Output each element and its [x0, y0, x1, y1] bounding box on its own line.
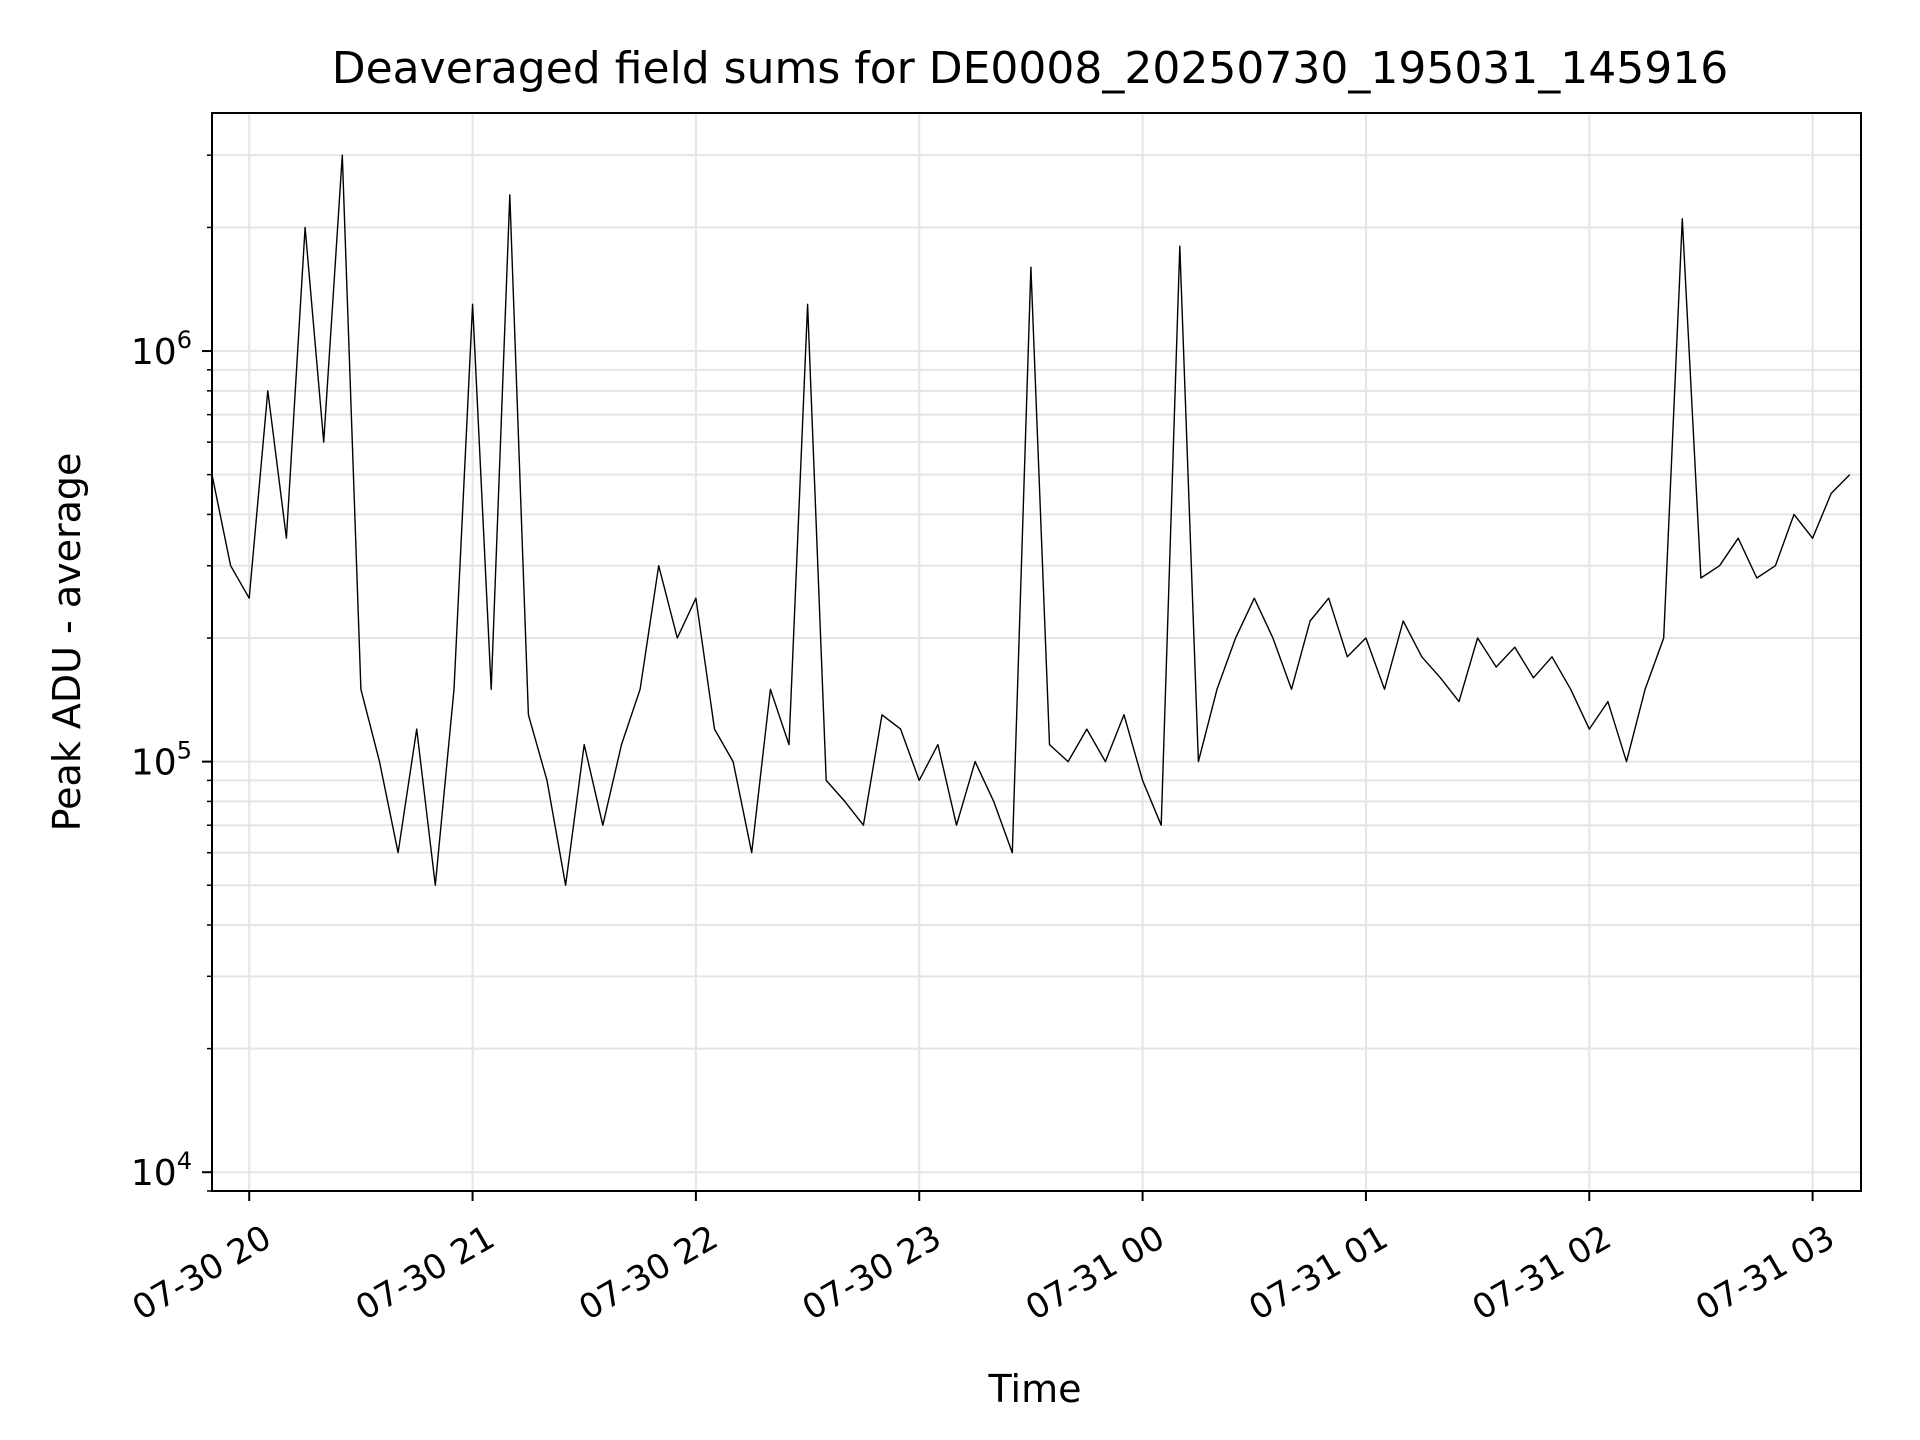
y-axis-label: Peak ADU - average: [45, 453, 89, 832]
x-tick-label: 07-30 23: [796, 1218, 948, 1329]
grid: [212, 113, 1861, 1192]
chart-title: Deaveraged field sums for DE0008_2025073…: [332, 43, 1729, 94]
series-layer: [211, 154, 1851, 886]
y-tick-label: 106: [131, 326, 192, 373]
y-axis: 104 105 106: [131, 154, 212, 1194]
x-tick-label: 07-31 00: [1019, 1218, 1171, 1329]
series-line-0: [211, 154, 1851, 886]
x-tick-label: 07-30 20: [126, 1218, 278, 1329]
x-tick-label: 07-31 02: [1466, 1218, 1618, 1329]
plot-frame: [211, 112, 1862, 1192]
y-tick-label: 105: [131, 737, 192, 784]
x-axis-label: Time: [988, 1367, 1082, 1411]
x-tick-label: 07-30 22: [572, 1218, 724, 1329]
x-axis: 07-30 20 07-30 21 07-30 22 07-30 23 07-31 00…: [126, 1191, 1842, 1329]
x-tick-label: 07-31 01: [1242, 1218, 1394, 1329]
x-tick-label: 07-31 03: [1689, 1218, 1841, 1329]
y-tick-label: 104: [131, 1147, 192, 1194]
x-tick-label: 07-30 21: [349, 1218, 501, 1329]
